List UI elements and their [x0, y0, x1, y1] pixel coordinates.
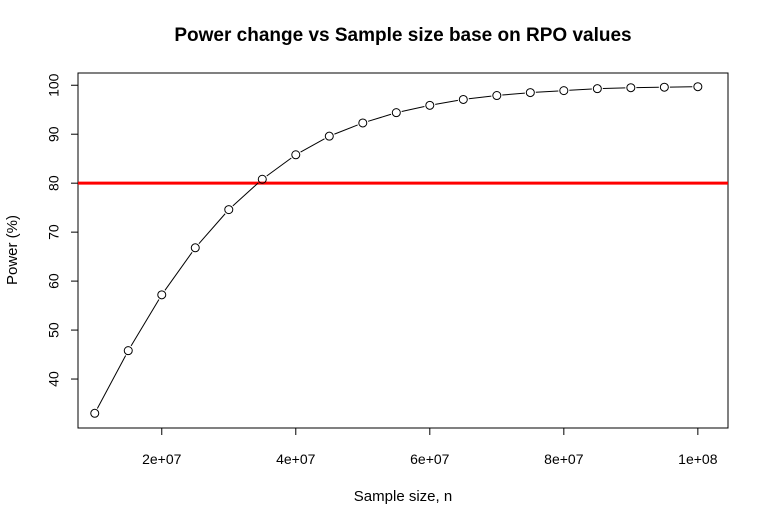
- y-tick-label: 80: [46, 175, 62, 191]
- y-tick-label: 50: [46, 322, 62, 338]
- y-tick-label: 40: [46, 371, 62, 387]
- series-segment: [334, 124, 358, 135]
- y-tick-label: 90: [46, 126, 62, 142]
- series-segment: [569, 88, 592, 91]
- series-layer: [90, 82, 703, 418]
- y-axis-title: Power (%): [4, 215, 21, 285]
- series-segment: [401, 106, 425, 112]
- y-tick-label: 60: [46, 273, 62, 289]
- data-point: [626, 83, 636, 93]
- x-tick-label: 4e+07: [276, 451, 316, 467]
- data-point: [291, 150, 301, 160]
- x-axis-title: Sample size, n: [354, 488, 452, 505]
- data-point: [224, 205, 234, 215]
- series-segment: [602, 87, 626, 90]
- x-tick-label: 2e+07: [142, 451, 182, 467]
- data-point: [391, 108, 401, 118]
- data-point: [659, 82, 669, 92]
- series-segment: [535, 90, 559, 93]
- data-point: [458, 94, 468, 104]
- data-point: [425, 100, 435, 110]
- x-axis: 2e+07 4e+07 6e+07 8e+07 1e+08: [142, 427, 718, 467]
- data-point: [492, 91, 502, 101]
- series-segment: [367, 113, 392, 122]
- series-segment: [96, 355, 127, 409]
- data-point: [559, 86, 569, 96]
- series-segment: [300, 138, 325, 153]
- series-segment: [435, 99, 458, 105]
- y-axis: 40 50 60 70 80 90 100: [46, 73, 79, 387]
- data-point: [525, 88, 535, 98]
- x-tick-label: 8e+07: [544, 451, 584, 467]
- data-point: [358, 118, 368, 128]
- series-segment: [164, 251, 193, 291]
- series-segment: [130, 299, 160, 347]
- data-point: [157, 290, 167, 300]
- y-tick-label: 100: [46, 73, 62, 97]
- data-point: [693, 82, 703, 92]
- data-point: [90, 408, 100, 418]
- series-segment: [502, 92, 525, 96]
- series-segment: [232, 182, 259, 207]
- chart-title: Power change vs Sample size base on RPO …: [174, 25, 631, 46]
- x-tick-label: 6e+07: [410, 451, 450, 467]
- data-point: [190, 243, 200, 253]
- series-segment: [468, 95, 492, 100]
- data-point: [592, 84, 602, 94]
- data-point: [123, 346, 133, 356]
- plot-frame: [77, 72, 729, 429]
- series-segment: [266, 157, 292, 177]
- series-segment: [198, 213, 226, 245]
- y-tick-label: 70: [46, 224, 62, 240]
- data-point: [324, 131, 334, 141]
- x-tick-label: 1e+08: [678, 451, 718, 467]
- data-point: [257, 174, 267, 184]
